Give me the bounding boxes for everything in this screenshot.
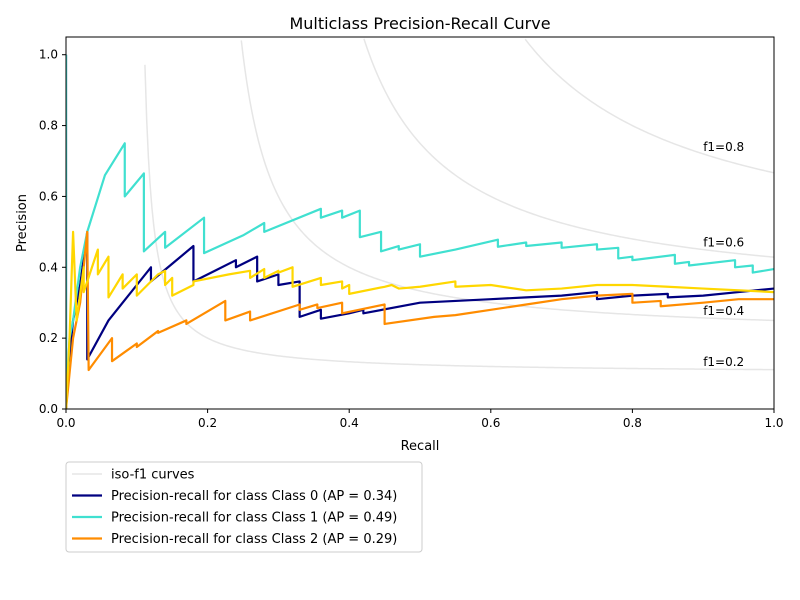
legend-label: Precision-recall for class Class 2 (AP =… xyxy=(111,532,397,547)
legend-box xyxy=(65,461,423,553)
legend-label: iso-f1 curves xyxy=(111,468,195,483)
x-tick-label: 0.2 xyxy=(198,416,217,430)
y-tick-label: 0.4 xyxy=(39,260,58,274)
y-tick-label: 0.6 xyxy=(39,189,58,203)
y-axis-label: Precision xyxy=(15,194,30,252)
x-tick-label: 1.0 xyxy=(764,416,783,430)
x-tick-label: 0.6 xyxy=(481,416,500,430)
chart-title: Multiclass Precision-Recall Curve xyxy=(289,14,550,33)
iso-f1-label: f1=0.4 xyxy=(703,304,744,318)
iso-f1-label: f1=0.6 xyxy=(703,235,744,249)
legend: iso-f1 curves Precision-recall for class … xyxy=(65,461,423,553)
iso-f1-label: f1=0.2 xyxy=(703,355,744,369)
series-line-1 xyxy=(66,54,774,409)
legend-label: Precision-recall for class Class 1 (AP =… xyxy=(111,511,397,526)
x-tick-label: 0.4 xyxy=(340,416,359,430)
x-axis: 0.0 0.2 0.4 0.6 0.8 1.0 xyxy=(56,409,784,430)
iso-f1-curve xyxy=(144,64,774,371)
series-line-3 xyxy=(66,230,774,409)
iso-f1-label: f1=0.8 xyxy=(703,140,744,154)
y-axis: 0.0 0.2 0.4 0.6 0.8 1.0 xyxy=(39,48,66,416)
legend-label: Precision-recall for class Class 0 (AP =… xyxy=(111,489,397,504)
y-tick-label: 0.0 xyxy=(39,402,58,416)
plot-frame xyxy=(65,36,775,410)
x-axis-label: Recall xyxy=(401,439,440,454)
series-line-2 xyxy=(66,230,774,409)
plot-area: f1=0.2 f1=0.4 f1=0.6 f1=0.8 xyxy=(65,36,775,410)
y-tick-label: 1.0 xyxy=(39,48,58,62)
iso-f1-curve xyxy=(363,38,774,258)
series-line-0 xyxy=(66,54,774,409)
iso-f1-curve xyxy=(240,40,774,322)
y-tick-label: 0.2 xyxy=(39,331,58,345)
x-tick-label: 0.0 xyxy=(56,416,75,430)
y-tick-label: 0.8 xyxy=(39,119,58,133)
iso-f1-curve xyxy=(524,38,774,174)
x-tick-label: 0.8 xyxy=(623,416,642,430)
